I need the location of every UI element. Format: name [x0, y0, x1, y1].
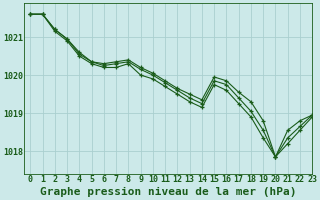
X-axis label: Graphe pression niveau de la mer (hPa): Graphe pression niveau de la mer (hPa)	[40, 187, 296, 197]
